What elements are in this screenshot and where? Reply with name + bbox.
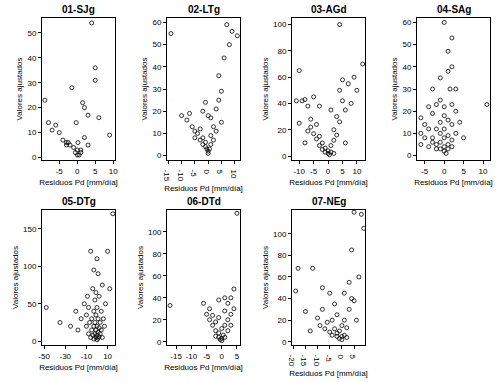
- svg-text:5: 5: [235, 352, 240, 361]
- svg-text:60: 60: [402, 18, 411, 27]
- svg-text:50: 50: [27, 300, 36, 309]
- svg-text:10: 10: [109, 167, 118, 176]
- svg-text:Valores ajustados: Valores ajustados: [136, 246, 145, 309]
- svg-text:-10: -10: [312, 355, 321, 367]
- svg-text:Valores ajustados: Valores ajustados: [261, 58, 270, 121]
- svg-text:02-LTg: 02-LTg: [188, 4, 220, 15]
- svg-text:40: 40: [277, 294, 286, 303]
- svg-text:100: 100: [273, 230, 287, 239]
- svg-text:03-AGd: 03-AGd: [311, 4, 347, 15]
- svg-text:100: 100: [23, 262, 37, 271]
- svg-text:10: 10: [229, 170, 238, 179]
- svg-text:5: 5: [348, 355, 357, 360]
- svg-text:-15: -15: [170, 352, 182, 361]
- svg-text:Residuos Pd [mm/día]: Residuos Pd [mm/día]: [289, 369, 368, 378]
- svg-text:5: 5: [215, 170, 224, 175]
- svg-text:0: 0: [336, 355, 345, 360]
- svg-text:100: 100: [273, 20, 287, 29]
- svg-text:60: 60: [152, 272, 161, 281]
- svg-text:-10: -10: [176, 170, 185, 182]
- svg-text:0: 0: [157, 338, 162, 347]
- svg-text:Residuos Pd [mm/día]: Residuos Pd [mm/día]: [164, 184, 243, 193]
- svg-text:-5: -5: [324, 355, 333, 363]
- svg-text:04-SAg: 04-SAg: [437, 4, 471, 15]
- svg-text:20: 20: [402, 107, 411, 116]
- svg-text:0: 0: [442, 167, 447, 176]
- svg-text:10: 10: [152, 129, 161, 138]
- svg-text:30: 30: [152, 85, 161, 94]
- svg-text:Residuos Pd [mm/día]: Residuos Pd [mm/día]: [289, 178, 368, 187]
- svg-text:10: 10: [352, 167, 361, 176]
- svg-text:05-DTg: 05-DTg: [62, 196, 96, 207]
- svg-text:Valores ajustados: Valores ajustados: [140, 58, 149, 121]
- svg-text:0: 0: [282, 152, 287, 161]
- svg-text:-5: -5: [421, 167, 429, 176]
- svg-text:Residuos Pd [mm/día]: Residuos Pd [mm/día]: [39, 178, 118, 187]
- svg-text:-15: -15: [162, 170, 171, 182]
- svg-text:20: 20: [152, 107, 161, 116]
- svg-text:Residuos Pd [mm/día]: Residuos Pd [mm/día]: [164, 363, 243, 372]
- svg-text:-10: -10: [81, 352, 93, 361]
- svg-text:0: 0: [32, 337, 37, 346]
- svg-text:0: 0: [75, 167, 80, 176]
- svg-text:0: 0: [32, 153, 37, 162]
- svg-text:-5: -5: [189, 170, 198, 178]
- svg-text:01-SJg: 01-SJg: [62, 4, 95, 15]
- svg-text:100: 100: [148, 228, 162, 237]
- svg-text:-5: -5: [56, 167, 64, 176]
- svg-text:50: 50: [402, 40, 411, 49]
- svg-text:30: 30: [27, 79, 36, 88]
- svg-text:20: 20: [27, 103, 36, 112]
- svg-text:5: 5: [461, 167, 466, 176]
- svg-text:40: 40: [402, 63, 411, 72]
- svg-text:50: 50: [27, 29, 36, 38]
- svg-text:07-NEg: 07-NEg: [312, 196, 346, 207]
- svg-text:0: 0: [202, 170, 211, 175]
- svg-text:40: 40: [27, 54, 36, 63]
- svg-text:10: 10: [103, 352, 112, 361]
- svg-text:40: 40: [152, 63, 161, 72]
- svg-text:80: 80: [277, 47, 286, 56]
- svg-text:-20: -20: [287, 355, 296, 367]
- svg-text:06-DTd: 06-DTd: [187, 196, 221, 207]
- svg-text:10: 10: [479, 167, 488, 176]
- svg-text:60: 60: [277, 73, 286, 82]
- svg-text:30: 30: [402, 85, 411, 94]
- svg-text:80: 80: [277, 251, 286, 260]
- svg-text:10: 10: [27, 128, 36, 137]
- svg-text:-15: -15: [299, 355, 308, 367]
- svg-text:150: 150: [23, 225, 37, 234]
- svg-text:60: 60: [277, 273, 286, 282]
- svg-text:0: 0: [220, 352, 225, 361]
- svg-text:Residuos Pd [mm/día]: Residuos Pd [mm/día]: [39, 363, 118, 372]
- svg-text:0: 0: [157, 151, 162, 160]
- svg-text:20: 20: [277, 126, 286, 135]
- svg-text:Residuos Pd [mm/día]: Residuos Pd [mm/día]: [414, 178, 493, 187]
- svg-text:20: 20: [152, 316, 161, 325]
- svg-text:-10: -10: [293, 167, 305, 176]
- svg-text:Valores ajustados: Valores ajustados: [11, 246, 20, 309]
- svg-text:0: 0: [282, 338, 287, 347]
- svg-text:Valores ajustados: Valores ajustados: [15, 57, 24, 120]
- svg-text:Valores ajustados: Valores ajustados: [261, 246, 270, 309]
- svg-text:40: 40: [277, 99, 286, 108]
- svg-text:-5: -5: [310, 167, 318, 176]
- svg-text:10: 10: [402, 129, 411, 138]
- svg-text:-5: -5: [203, 352, 211, 361]
- svg-text:Valores ajustados: Valores ajustados: [390, 58, 399, 121]
- svg-text:50: 50: [152, 40, 161, 49]
- svg-text:60: 60: [152, 18, 161, 27]
- svg-text:80: 80: [152, 250, 161, 259]
- svg-text:5: 5: [340, 167, 345, 176]
- svg-text:40: 40: [152, 294, 161, 303]
- svg-text:-30: -30: [59, 352, 71, 361]
- svg-text:5: 5: [93, 167, 98, 176]
- svg-text:-50: -50: [38, 352, 50, 361]
- svg-text:20: 20: [277, 316, 286, 325]
- svg-text:-10: -10: [186, 352, 198, 361]
- svg-text:0: 0: [326, 167, 331, 176]
- svg-text:0: 0: [407, 151, 412, 160]
